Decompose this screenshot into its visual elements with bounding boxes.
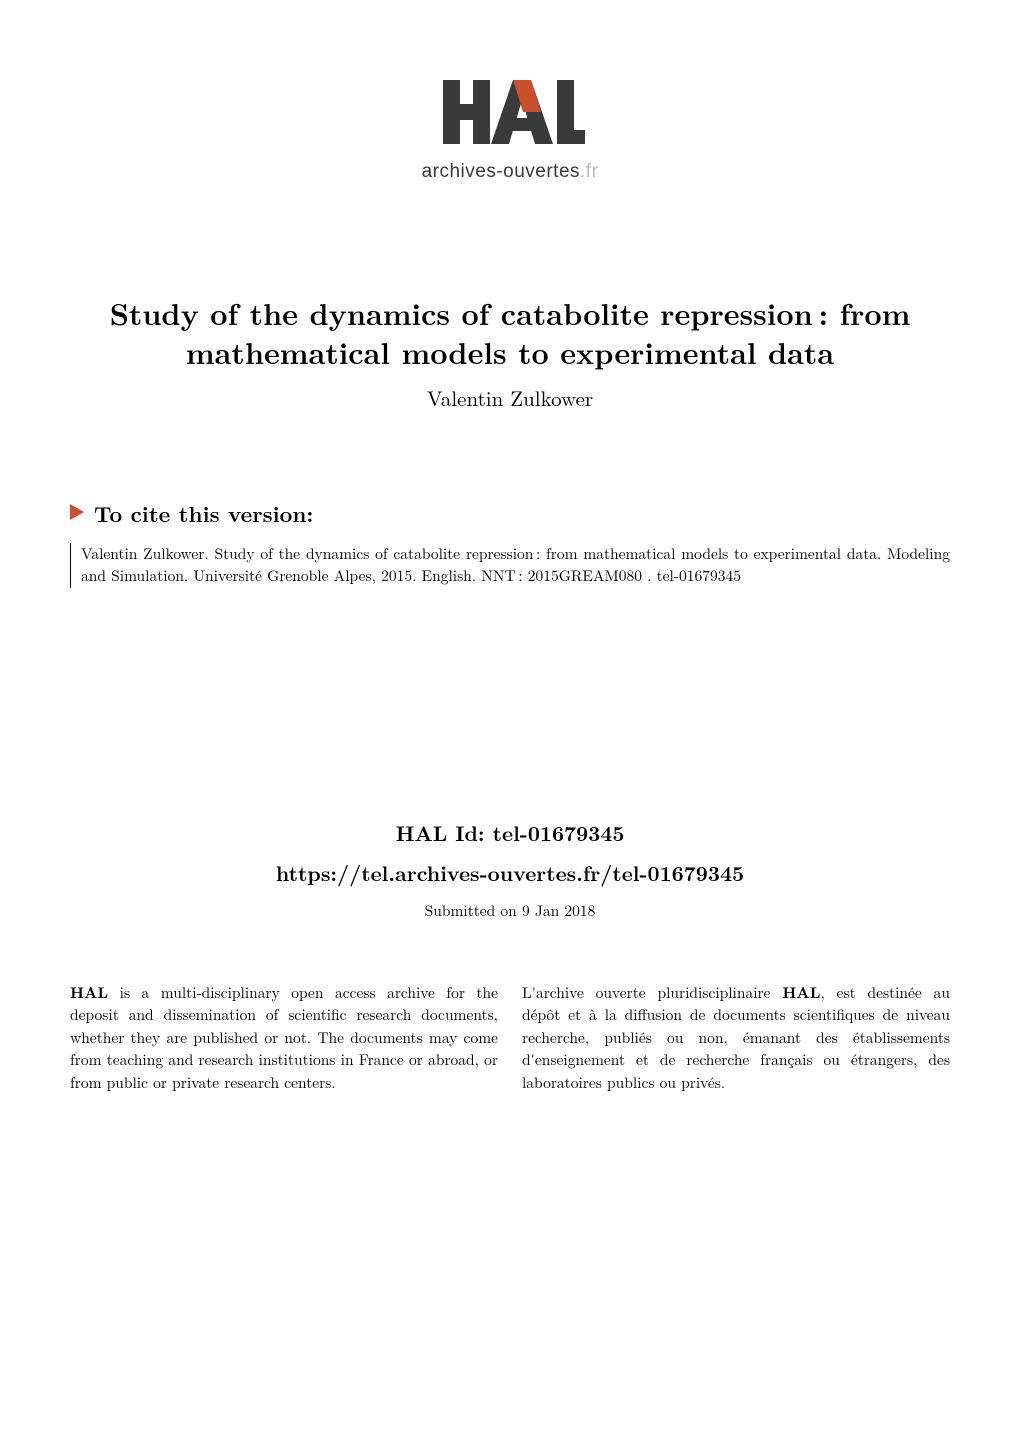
description-english-text: HAL is a multi-disciplinary open access … — [70, 982, 498, 1093]
citation-text: Valentin Zulkower. Study of the dynamics… — [70, 543, 950, 588]
hal-id-section: HAL Id: tel-01679345 https://tel.archive… — [70, 818, 950, 921]
description-english: HAL is a multi-disciplinary open access … — [70, 981, 498, 1094]
hal-logo-container: archives-ouvertes.fr — [70, 70, 950, 183]
cite-header: To cite this version: — [70, 498, 950, 529]
cite-label: To cite this version: — [94, 498, 313, 529]
submitted-date: Submitted on 9 Jan 2018 — [70, 900, 950, 921]
hal-logo: archives-ouvertes.fr — [422, 70, 599, 183]
cite-section: To cite this version: Valentin Zulkower.… — [70, 498, 950, 588]
logo-text-suffix: .fr — [580, 161, 598, 182]
paper-author: Valentin Zulkower — [70, 383, 950, 413]
description-french: L'archive ouverte pluridisciplinaire HAL… — [522, 981, 950, 1094]
triangle-icon — [70, 502, 84, 525]
paper-title: Study of the dynamics of catabolite repr… — [70, 293, 950, 371]
logo-text-main: archives-ouvertes — [422, 161, 580, 182]
hal-logo-text: archives-ouvertes.fr — [422, 161, 599, 183]
description-french-text: L'archive ouverte pluridisciplinaire HAL… — [522, 982, 950, 1093]
hal-url[interactable]: https://tel.archives-ouvertes.fr/tel-016… — [70, 858, 950, 888]
hal-id: HAL Id: tel-01679345 — [70, 818, 950, 848]
descriptions-row: HAL is a multi-disciplinary open access … — [70, 981, 950, 1094]
